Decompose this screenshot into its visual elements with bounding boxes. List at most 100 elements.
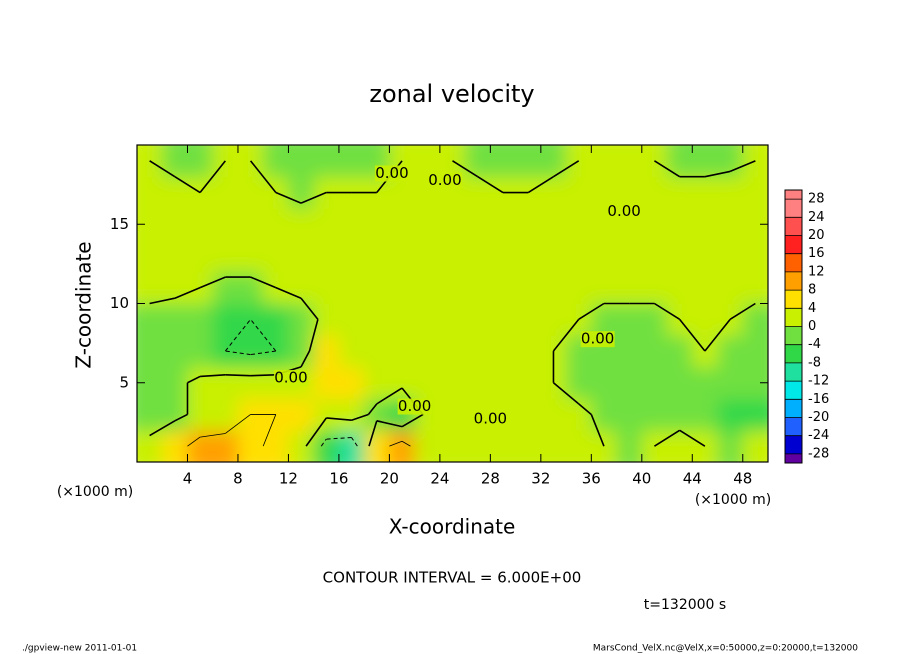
field-cell xyxy=(717,366,744,400)
field-cell xyxy=(187,303,214,336)
x-tick-label: 36 xyxy=(582,470,601,488)
colorbar-box xyxy=(785,381,802,400)
field-cell xyxy=(237,430,264,462)
field-cell xyxy=(692,271,719,304)
contour-line xyxy=(187,436,201,447)
field-cell xyxy=(616,303,643,336)
field-cell xyxy=(389,271,416,304)
contour-line xyxy=(225,374,251,377)
field-cell xyxy=(414,208,441,241)
field-cell xyxy=(515,240,542,273)
colorbar-box xyxy=(785,399,802,418)
contour-line xyxy=(225,350,251,356)
field-cell xyxy=(137,271,163,304)
contour-line xyxy=(679,318,706,352)
field-cell xyxy=(313,398,340,431)
contour-line xyxy=(477,176,504,194)
y-axis-label: Z-coordinate xyxy=(72,241,96,368)
contour-line xyxy=(679,429,706,447)
field-cell xyxy=(616,176,643,209)
field-cell xyxy=(137,398,163,431)
contour-line xyxy=(653,160,681,178)
contour-line xyxy=(320,438,327,447)
x-unit: (×1000 m) xyxy=(695,492,771,508)
x-tick-label: 24 xyxy=(430,470,449,488)
field-cell xyxy=(237,208,264,241)
contour-line xyxy=(149,420,176,437)
field-cell xyxy=(591,145,618,178)
field-cell xyxy=(313,366,340,400)
field-cell xyxy=(364,208,390,241)
contour-line xyxy=(326,417,352,422)
contour-line xyxy=(149,297,176,305)
field-cell xyxy=(364,335,390,368)
field-cell xyxy=(742,335,768,368)
field-cell xyxy=(540,303,567,336)
contour-line xyxy=(199,160,226,194)
field-cell xyxy=(490,208,517,241)
contour-label-bg xyxy=(473,411,508,428)
colorbar-box xyxy=(785,453,802,463)
field-cell xyxy=(667,240,693,273)
field-cell xyxy=(338,240,365,273)
contour-label: 0.00 xyxy=(474,410,507,428)
field-cell xyxy=(288,398,315,431)
contour-line xyxy=(250,374,276,377)
field-cell xyxy=(515,366,542,400)
field-cell xyxy=(439,335,466,368)
x-tick-label: 44 xyxy=(683,470,702,488)
field-cell xyxy=(187,208,214,241)
colorbar-label: 0 xyxy=(808,319,816,334)
contour-line xyxy=(351,437,358,447)
field-cell xyxy=(465,303,491,336)
field-cell xyxy=(717,271,744,304)
colorbar-label: 16 xyxy=(808,246,825,261)
field-cell xyxy=(364,271,390,304)
field-cell xyxy=(389,176,416,209)
colorbar-label: 20 xyxy=(808,228,825,243)
colorbar-label: -16 xyxy=(808,392,829,407)
field-cell xyxy=(389,208,416,241)
x-tick-label: 48 xyxy=(733,470,752,488)
contour-line xyxy=(300,297,319,320)
field-cell xyxy=(566,240,592,273)
field-cell xyxy=(439,303,466,336)
contour-line xyxy=(300,350,311,368)
x-tick-label: 20 xyxy=(380,470,399,488)
field-cell xyxy=(137,176,163,209)
field-cell xyxy=(490,145,517,178)
contour-line xyxy=(249,160,277,194)
contour-label-bg xyxy=(273,369,308,386)
field-cell xyxy=(237,145,264,178)
field-cell xyxy=(641,303,668,336)
field-cell xyxy=(187,366,214,400)
field-cell xyxy=(616,366,643,400)
x-tick-label: 40 xyxy=(632,470,651,488)
field-cell xyxy=(490,335,517,368)
field-cell xyxy=(288,145,315,178)
field-cell xyxy=(288,335,315,368)
contour-line xyxy=(401,413,424,428)
field-cell xyxy=(338,271,365,304)
field-cell xyxy=(616,430,643,462)
field-cell xyxy=(162,430,188,462)
field-cell xyxy=(566,208,592,241)
field-cell xyxy=(566,176,592,209)
field-cell xyxy=(263,335,289,368)
contour-label: 0.00 xyxy=(274,368,307,386)
contour-line xyxy=(729,160,756,173)
contour-line xyxy=(653,302,681,321)
field-cell xyxy=(641,145,668,178)
field-cell xyxy=(313,240,340,273)
field-cell xyxy=(742,240,768,273)
contours xyxy=(149,160,756,447)
field-cell xyxy=(389,240,416,273)
x-axis-label: X-coordinate xyxy=(389,515,516,539)
field-cell xyxy=(237,303,264,336)
footer-right: MarsCond_VelX.nc@VelX,x=0:50000,z=0:2000… xyxy=(593,644,858,654)
contour-line xyxy=(308,319,319,352)
field-cell xyxy=(742,145,768,178)
field-cell xyxy=(616,145,643,178)
field-cell xyxy=(717,240,744,273)
field-cell xyxy=(212,430,239,462)
